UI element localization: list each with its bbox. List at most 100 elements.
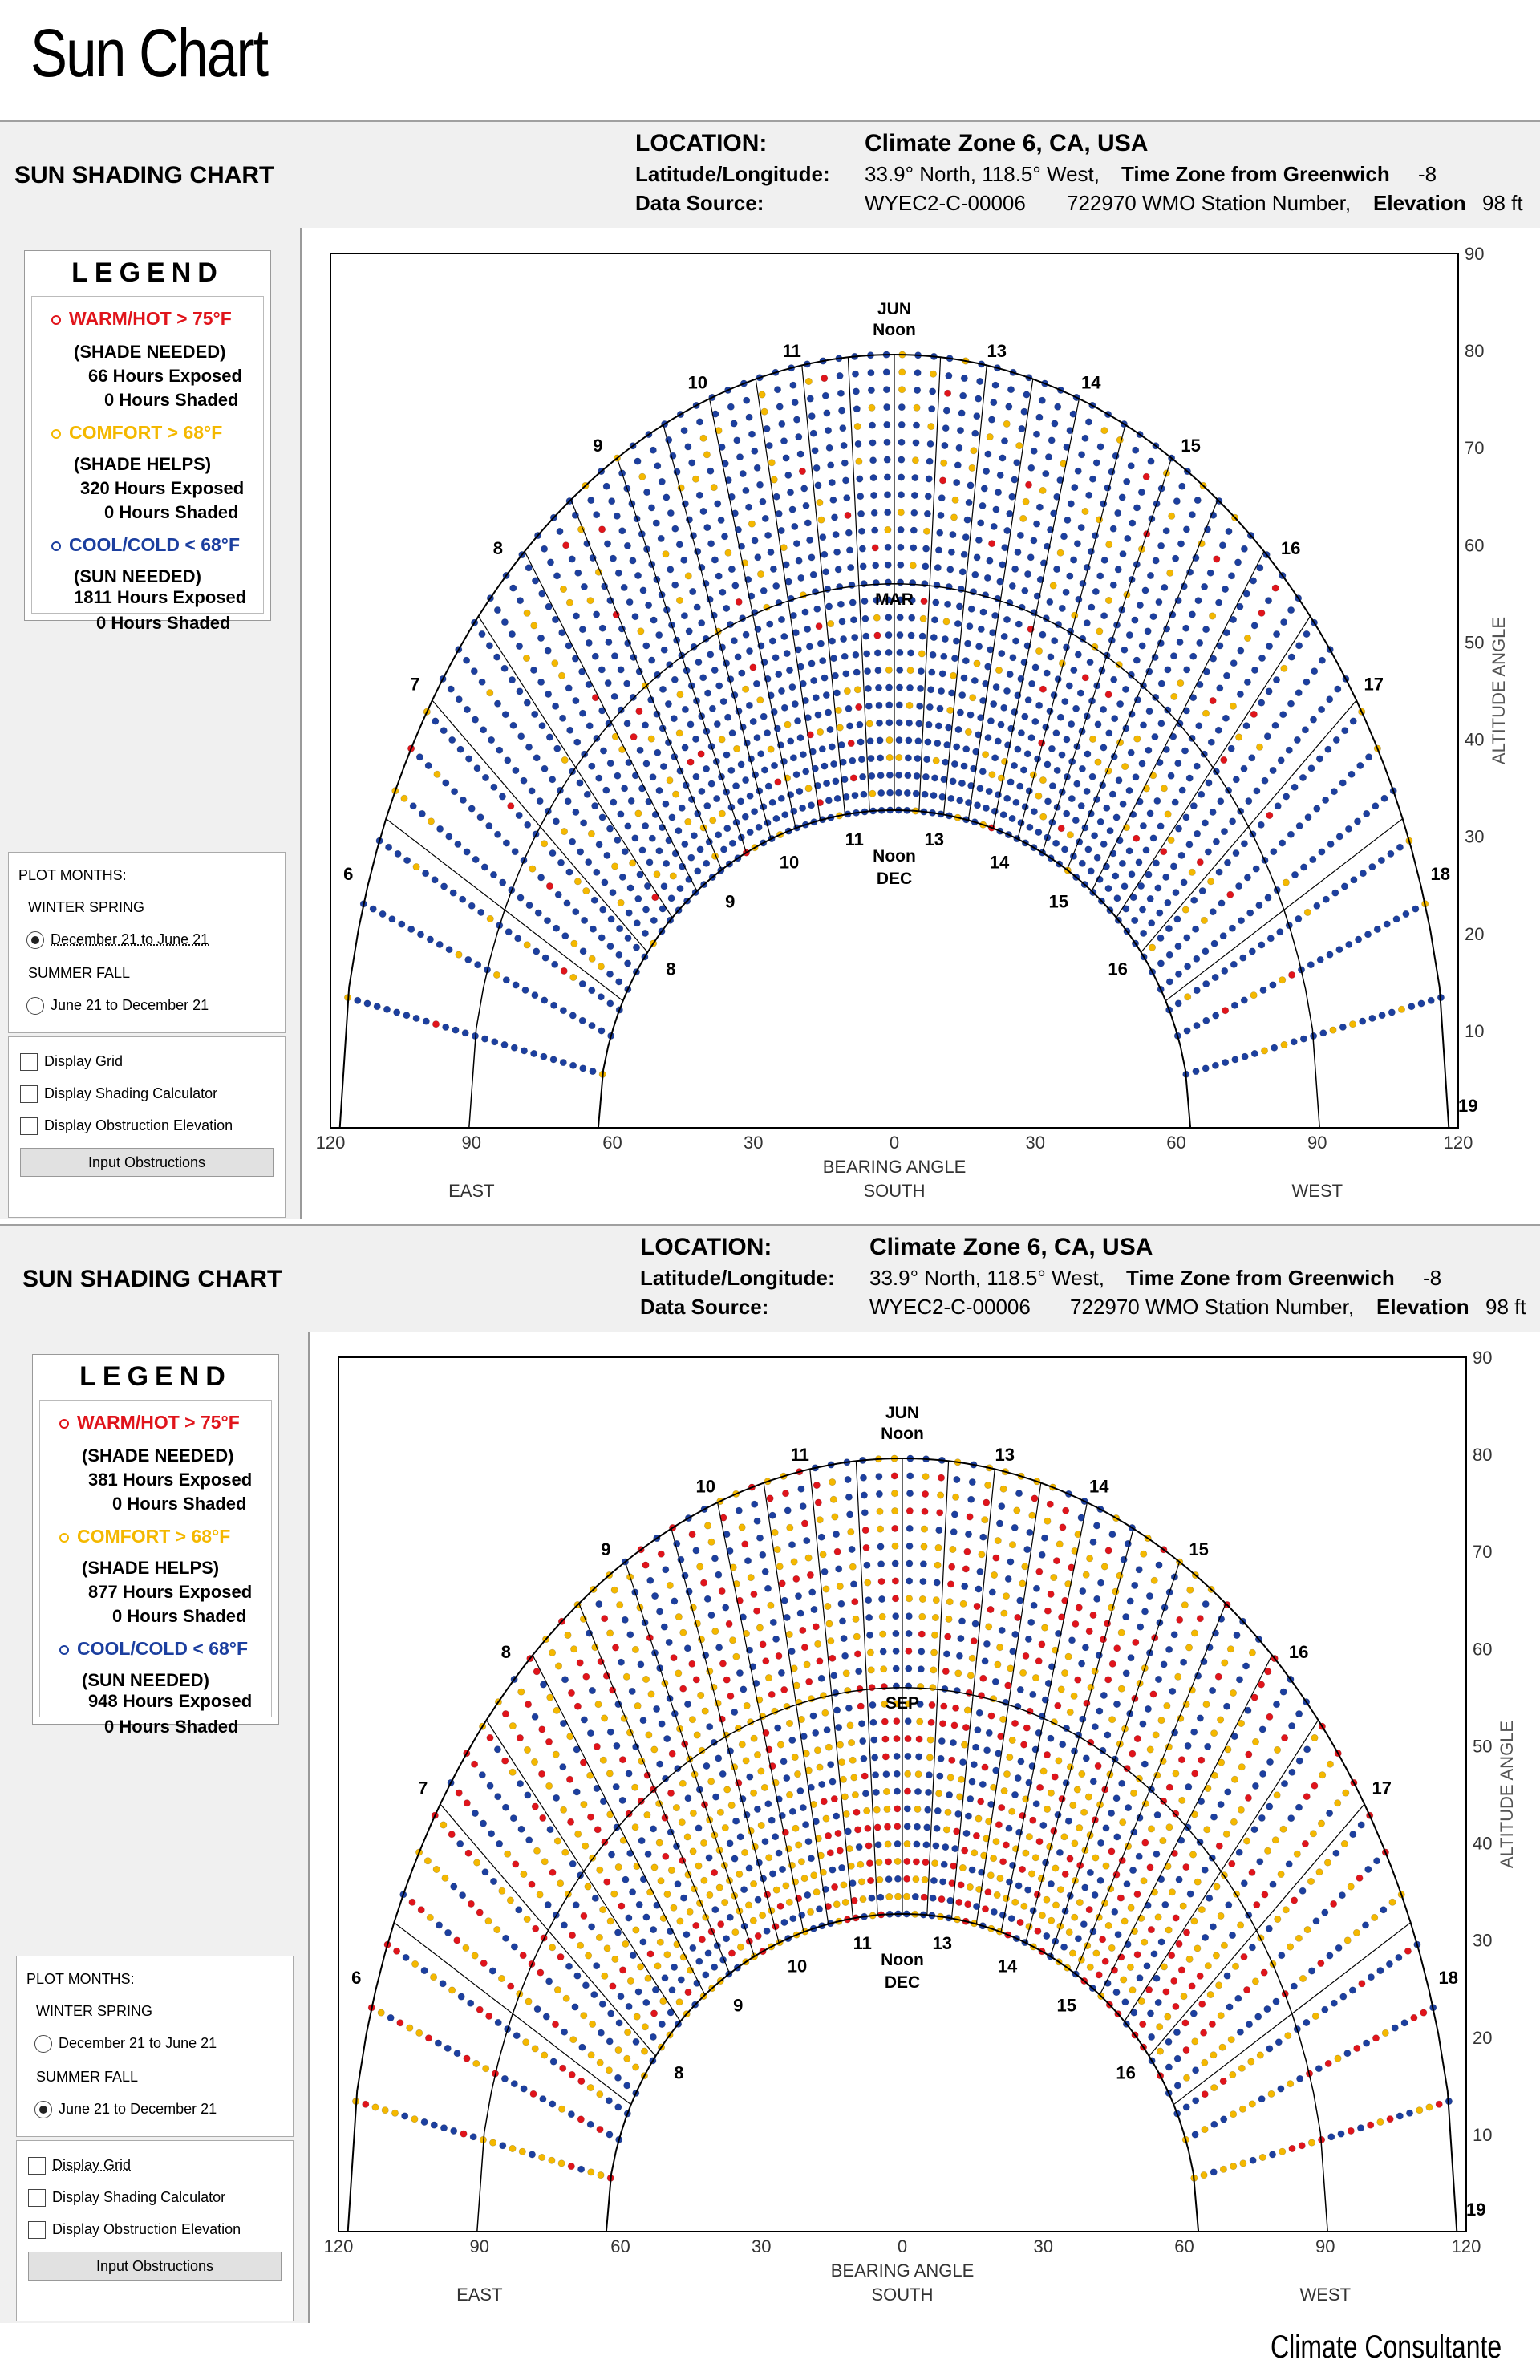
display-shading-label[interactable]: Display Shading Calculator (52, 2189, 226, 2205)
winter-spring-radio[interactable] (26, 931, 44, 949)
summer-fall-range[interactable]: June 21 to December 21 (59, 2101, 217, 2117)
data-point (750, 1734, 758, 1742)
data-point (530, 1758, 538, 1766)
data-point (928, 1701, 936, 1709)
display-grid-checkbox[interactable] (20, 1053, 38, 1071)
data-point (597, 2171, 605, 2179)
display-obstruction-label[interactable]: Display Obstruction Elevation (44, 1117, 233, 1133)
data-point (436, 825, 444, 833)
data-point (922, 545, 930, 553)
data-point (636, 746, 644, 754)
data-point (596, 2126, 604, 2134)
winter-spring-radio[interactable] (34, 2035, 52, 2053)
data-point (1004, 1575, 1012, 1583)
data-point (1094, 758, 1102, 766)
data-point (884, 543, 892, 551)
data-point (898, 438, 906, 446)
data-point (903, 1857, 911, 1865)
data-point (922, 1490, 930, 1498)
data-point (529, 2090, 537, 2098)
data-point (1086, 1868, 1094, 1876)
data-point (625, 1810, 633, 1818)
data-point (1165, 1926, 1173, 1934)
legend: LEGEND WARM/HOT > 75°F (SHADE NEEDED) 38… (32, 1354, 279, 1725)
summer-fall-radio[interactable] (26, 997, 44, 1015)
data-point (676, 691, 684, 699)
data-point (459, 796, 467, 804)
display-obstruction-checkbox[interactable] (20, 1117, 38, 1135)
input-obstructions-button[interactable]: Input Obstructions (20, 1148, 274, 1177)
data-point (428, 817, 436, 825)
data-point (568, 555, 576, 563)
display-shading-label[interactable]: Display Shading Calculator (44, 1085, 218, 1101)
winter-spring-range[interactable]: December 21 to June 21 (51, 931, 209, 947)
data-point (442, 1023, 450, 1031)
data-point (559, 1763, 567, 1771)
data-point (841, 1793, 849, 1801)
chart-title: SUN SHADING CHART (22, 1266, 282, 1292)
data-point (788, 1648, 796, 1656)
hour-line (918, 357, 942, 812)
legend-entries: WARM/HOT > 75°F (SHADE NEEDED) 381 Hours… (39, 1400, 272, 1717)
data-point (780, 1918, 788, 1926)
data-point (1266, 1802, 1274, 1810)
display-obstruction-checkbox[interactable] (28, 2221, 46, 2239)
data-point (616, 1601, 624, 1609)
data-point (1200, 916, 1208, 924)
data-point (711, 666, 719, 674)
data-point (853, 1808, 861, 1816)
data-point (875, 1490, 883, 1498)
data-point (1194, 1944, 1202, 1952)
display-shading-checkbox[interactable] (20, 1085, 38, 1103)
data-point (1240, 1953, 1248, 1961)
input-obstructions-button[interactable]: Input Obstructions (28, 2252, 282, 2281)
data-point (644, 1850, 652, 1858)
display-grid-label[interactable]: Display Grid (52, 2157, 132, 2173)
display-obstruction-label[interactable]: Display Obstruction Elevation (52, 2221, 241, 2237)
data-point (895, 736, 903, 744)
data-point (1091, 1723, 1099, 1731)
data-point (1287, 1814, 1295, 1823)
data-point (958, 1758, 967, 1766)
data-point (764, 729, 772, 737)
data-point (569, 837, 577, 845)
data-point (1086, 1555, 1094, 1563)
data-point (930, 616, 938, 624)
data-point (461, 1029, 469, 1037)
data-point (1120, 1976, 1128, 1984)
display-grid-label[interactable]: Display Grid (44, 1053, 124, 1069)
data-point (877, 789, 886, 797)
data-point (501, 711, 509, 719)
data-point (1254, 2013, 1262, 2021)
summer-fall-range[interactable]: June 21 to December 21 (51, 997, 209, 1013)
data-point (531, 577, 539, 585)
data-point (709, 817, 717, 825)
data-point (455, 1789, 463, 1797)
data-point (911, 456, 919, 464)
top-time-label: Noon (873, 321, 916, 339)
data-point (530, 622, 538, 630)
data-point (656, 1760, 664, 1768)
data-point (610, 652, 618, 660)
legend-comfort-sub: (SHADE HELPS) (74, 454, 212, 474)
data-point (849, 774, 857, 782)
data-point (1365, 753, 1373, 761)
data-point (882, 386, 890, 394)
data-point (865, 1631, 873, 1639)
summer-fall-radio[interactable] (34, 2101, 52, 2118)
data-point (1247, 2058, 1255, 2066)
data-point (601, 1714, 609, 1722)
data-point (1198, 1906, 1206, 1914)
display-grid-checkbox[interactable] (28, 2157, 46, 2175)
data-point (985, 1729, 993, 1737)
data-point (967, 711, 975, 719)
data-point (675, 1613, 683, 1621)
display-shading-checkbox[interactable] (28, 2189, 46, 2207)
data-point (1048, 744, 1056, 752)
winter-spring-range[interactable]: December 21 to June 21 (59, 2035, 217, 2051)
data-point (1157, 2047, 1165, 2055)
data-point (931, 1613, 939, 1621)
data-point (533, 947, 541, 955)
data-point (431, 876, 439, 884)
data-point (824, 427, 832, 435)
